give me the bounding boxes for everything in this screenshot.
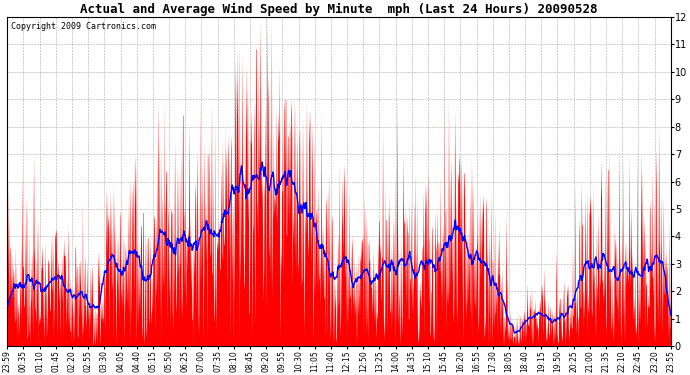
Title: Actual and Average Wind Speed by Minute  mph (Last 24 Hours) 20090528: Actual and Average Wind Speed by Minute … [80,3,598,16]
Text: Copyright 2009 Cartronics.com: Copyright 2009 Cartronics.com [10,22,155,31]
